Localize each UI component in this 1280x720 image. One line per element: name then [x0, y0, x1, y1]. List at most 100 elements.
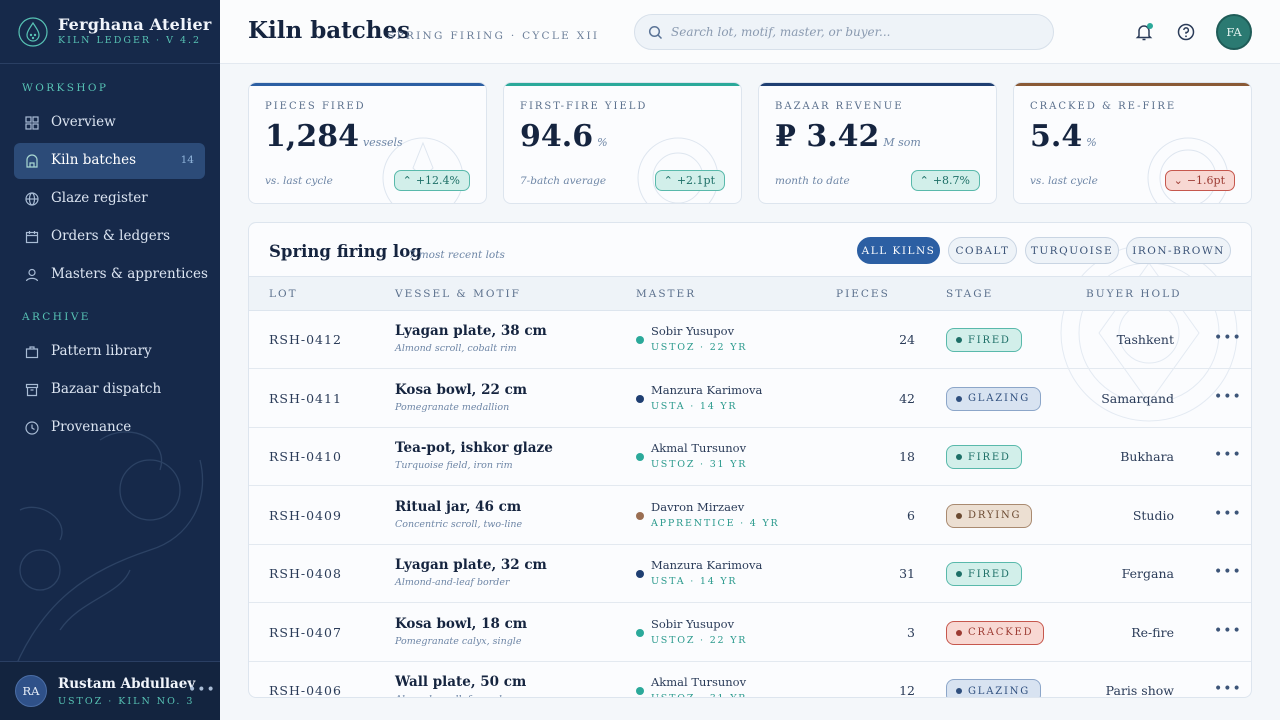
arrow-up-icon: ⌃ — [402, 174, 412, 187]
sidebar-item-pattern-library[interactable]: Pattern library — [14, 334, 205, 370]
column-header-buyer[interactable]: BUYER HOLD — [1086, 288, 1182, 300]
master-role: USTA · 14 YR — [651, 576, 738, 587]
stage-label: GLAZING — [968, 393, 1031, 404]
brand: Ferghana Atelier KILN LEDGER · V 4.2 — [0, 0, 220, 64]
buyer-hold: Re-fire — [1131, 624, 1174, 640]
kpi-comparison: vs. last cycle — [1030, 175, 1098, 187]
archive-icon — [25, 383, 39, 397]
kpi-unit: vessels — [362, 136, 403, 149]
kiln-icon — [26, 154, 38, 168]
sidebar: Ferghana Atelier KILN LEDGER · V 4.2 WOR… — [0, 0, 220, 720]
row-more-icon[interactable]: ••• — [1214, 330, 1242, 346]
row-more-icon[interactable]: ••• — [1214, 622, 1242, 639]
master-dot — [636, 453, 644, 461]
table-row[interactable]: RSH-0406 Wall plate, 50 cm Almond scroll, … — [249, 662, 1251, 698]
help-icon[interactable] — [1176, 22, 1196, 42]
row-more-icon[interactable]: ••• — [1214, 564, 1242, 580]
search-input[interactable] — [671, 15, 1041, 49]
lot-id[interactable]: RSH-0412 — [269, 332, 342, 347]
brand-name: Ferghana Atelier — [58, 15, 212, 34]
sidebar-item-orders-ledgers[interactable]: Orders & ledgers — [14, 219, 205, 255]
stage-badge: GLAZING — [946, 386, 1042, 411]
arrow-down-icon: ⌄ — [1173, 174, 1183, 187]
row-more-icon[interactable]: ••• — [1214, 388, 1242, 405]
kpi-accent-bar — [1014, 83, 1251, 86]
column-header-master[interactable]: MASTER — [636, 288, 697, 300]
user-bar: RA Rustam Abdullaev USTOZ · KILN NO. 3 •… — [0, 661, 220, 720]
vessel-motif: Pomegranate calyx, single — [395, 635, 522, 647]
ornament-icon — [382, 137, 464, 203]
column-header-pieces[interactable]: PIECES — [836, 288, 890, 300]
more-options-icon[interactable]: ••• — [188, 682, 216, 698]
table-row[interactable]: RSH-0409 Ritual jar, 46 cm Concentric scro… — [249, 487, 1251, 545]
buyer-hold: Tashkent — [1116, 332, 1174, 347]
lot-id[interactable]: RSH-0406 — [269, 683, 342, 698]
kpi-comparison: 7-batch average — [520, 175, 607, 187]
table-row[interactable]: RSH-0407 Kosa bowl, 18 cm Pomegranate caly… — [249, 604, 1251, 662]
vessel-name: Wall plate, 50 cm — [395, 674, 527, 690]
clock-icon — [25, 421, 39, 435]
grid-icon — [25, 116, 39, 130]
master-dot — [636, 570, 644, 578]
lot-id[interactable]: RSH-0409 — [269, 507, 342, 523]
table-row[interactable]: RSH-0408 Lyagan plate, 32 cm Almond-and-le… — [249, 545, 1251, 603]
kpi-value: 94.6% — [520, 119, 608, 154]
filter-cobalt[interactable]: COBALT — [948, 237, 1017, 264]
master-dot — [636, 336, 644, 344]
sidebar-item-kiln-batches[interactable]: Kiln batches 14 — [14, 143, 205, 179]
vessel-motif: Concentric scroll, two-line — [395, 518, 523, 530]
kpi-card-pieces-fired: PIECES FIRED 1,284 vessels vs. last cycle… — [248, 82, 487, 204]
filter-all-kilns[interactable]: ALL KILNS — [857, 237, 940, 264]
kpi-accent-bar — [249, 83, 486, 86]
sidebar-item-masters-apprentices[interactable]: Masters & apprentices — [14, 257, 208, 293]
nav-section-archive: ARCHIVE — [22, 311, 91, 323]
kpi-value-number: 94.6 — [520, 119, 594, 154]
column-header-stage[interactable]: STAGE — [946, 288, 994, 300]
table-row[interactable]: RSH-0412 Lyagan plate, 38 cm Almond scroll… — [249, 311, 1251, 369]
stage-badge: FIRED — [946, 328, 1022, 352]
page-title: Kiln batches — [248, 17, 411, 44]
sidebar-item-glaze-register[interactable]: Glaze register — [14, 181, 205, 217]
sidebar-item-overview[interactable]: Overview — [14, 105, 205, 141]
lot-id[interactable]: RSH-0408 — [269, 566, 342, 581]
row-more-icon[interactable]: ••• — [1214, 681, 1242, 697]
lot-id[interactable]: RSH-0411 — [269, 390, 342, 406]
bell-icon[interactable] — [1134, 22, 1154, 42]
globe-icon — [25, 192, 39, 206]
vessel-motif: Almond scroll, cobalt rim — [395, 343, 517, 354]
table-row[interactable]: RSH-0410 Tea-pot, ishkor glaze Turquoise f… — [249, 428, 1251, 486]
lot-id[interactable]: RSH-0407 — [269, 624, 342, 640]
person-icon — [25, 268, 39, 282]
sidebar-item-provenance[interactable]: Provenance — [14, 410, 205, 446]
kpi-value: 5.4% — [1030, 119, 1097, 154]
pieces-count: 31 — [899, 566, 915, 581]
filter-iron-brown[interactable]: IRON-BROWN — [1126, 237, 1231, 264]
buyer-hold: Fergana — [1121, 566, 1174, 581]
row-more-icon[interactable]: ••• — [1214, 505, 1242, 522]
calendar-icon — [25, 231, 39, 244]
pieces-count: 24 — [899, 332, 915, 347]
stage-dot — [956, 395, 962, 402]
stage-label: DRYING — [968, 510, 1022, 521]
lot-id[interactable]: RSH-0410 — [269, 449, 342, 464]
stage-badge: FIRED — [946, 562, 1022, 586]
master-name: Sobir Yusupov — [651, 324, 735, 338]
table-row[interactable]: RSH-0411 Kosa bowl, 22 cm Pomegranate meda… — [249, 370, 1251, 428]
kpi-unit: % — [1086, 136, 1097, 149]
user-avatar[interactable]: RA — [15, 675, 47, 707]
firing-log-panel: Spring firing log · 7 most recent lots A… — [248, 222, 1252, 698]
drop-logo-icon — [18, 17, 48, 47]
column-header-vessel[interactable]: VESSEL & MOTIF — [395, 288, 521, 300]
pieces-count: 42 — [899, 390, 915, 406]
column-header-lot[interactable]: LOT — [269, 288, 298, 300]
master-name: Manzura Karimova — [651, 382, 763, 397]
ornament-icon — [1147, 137, 1229, 203]
kpi-card-cracked-refire: CRACKED & RE-FIRE 5.4% vs. last cycle ⌄ −… — [1013, 82, 1252, 204]
filter-turquoise[interactable]: TURQUOISE — [1025, 237, 1119, 264]
buyer-hold: Samarqand — [1101, 390, 1174, 406]
master-dot — [636, 687, 644, 695]
header-avatar[interactable]: FA — [1216, 14, 1252, 50]
sidebar-item-bazaar-dispatch[interactable]: Bazaar dispatch — [14, 372, 205, 408]
kpi-label: BAZAAR REVENUE — [775, 101, 904, 112]
row-more-icon[interactable]: ••• — [1214, 447, 1242, 463]
